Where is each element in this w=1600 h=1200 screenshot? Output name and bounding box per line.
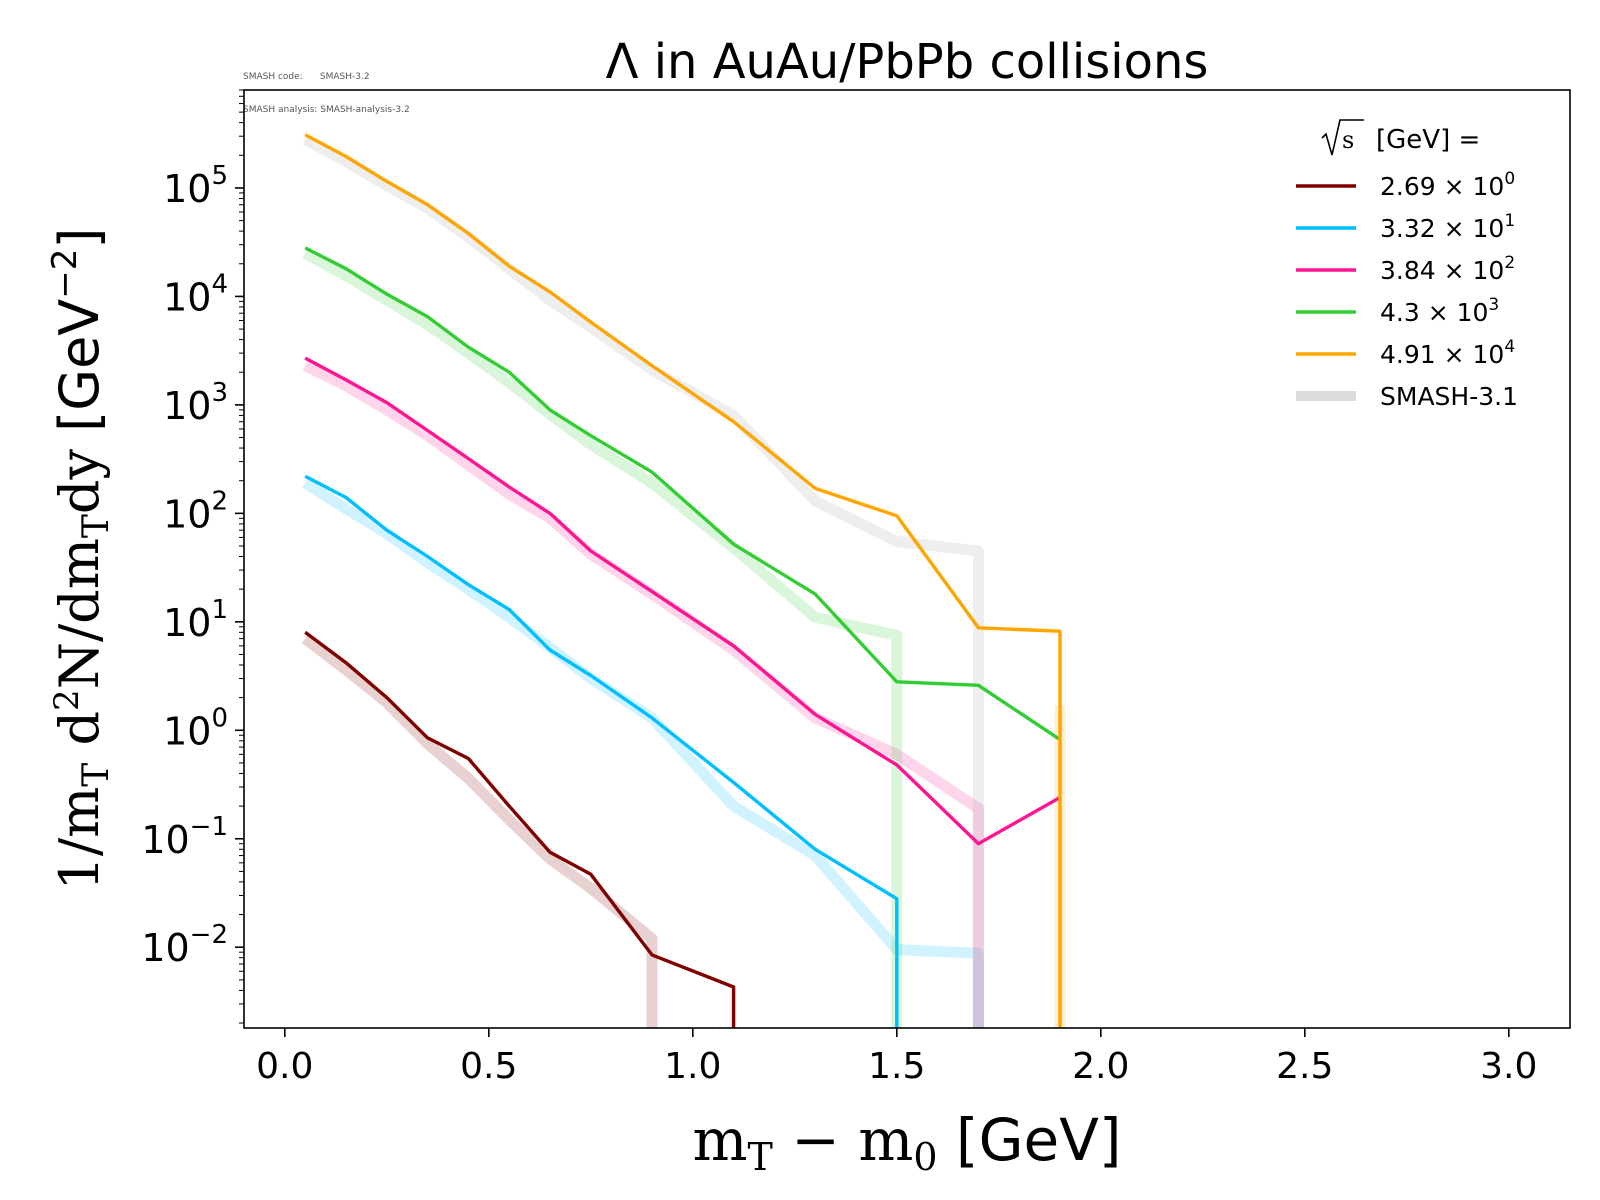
plot-frame (243, 89, 1571, 1029)
reference-line-2 (302, 360, 984, 1028)
series-line-3 (304, 246, 1061, 742)
x-axis-label: mT − m0 [GeV] (692, 1106, 1121, 1179)
smash-analysis-version: SMASH analysis: SMASH-analysis-3.2 (243, 105, 410, 115)
reference-line-0 (301, 634, 658, 1028)
y-axis: 10−2 10−1 100 101 102 103 104 105 (141, 89, 244, 1024)
legend-label-4: 4.91 × 104 (1380, 337, 1515, 369)
legend-label-1: 3.32 × 101 (1380, 211, 1515, 243)
y-tick-label: 105 (163, 161, 228, 211)
x-axis: 0.0 0.5 1.0 1.5 2.0 2.5 3.0 (256, 1028, 1537, 1087)
x-tick-label: 3.0 (1480, 1046, 1537, 1087)
x-tick-label: 0.0 (256, 1046, 313, 1087)
x-tick-label: 1.5 (868, 1046, 925, 1087)
legend-sqrt-s: s (1342, 126, 1354, 154)
reference-series-layer (301, 134, 1066, 1028)
y-tick-label: 104 (163, 269, 228, 319)
y-tick-label: 101 (163, 595, 228, 645)
x-tick-label: 0.5 (460, 1046, 517, 1087)
smash-version-info: SMASH code: SMASH-3.2 SMASH analysis: SM… (243, 50, 410, 127)
x-tick-label: 1.0 (664, 1046, 721, 1087)
reference-line-3 (302, 248, 903, 1028)
smash-code-version: SMASH code: SMASH-3.2 (243, 72, 370, 82)
legend: s [GeV] = 2.69 × 100 3.32 × 101 3.84 × 102 4.… (1296, 119, 1518, 411)
y-tick-label: 102 (163, 486, 228, 536)
reference-line-4 (302, 134, 984, 1028)
legend-title: [GeV] = (1376, 125, 1480, 155)
y-tick-label: 100 (163, 703, 228, 753)
legend-label-2: 3.84 × 102 (1380, 253, 1515, 285)
legend-label-3: 4.3 × 103 (1380, 295, 1499, 327)
series-layer (304, 133, 1062, 1028)
legend-label-0: 2.69 × 100 (1380, 169, 1515, 201)
series-line-2 (304, 356, 1061, 846)
legend-label-5: SMASH-3.1 (1380, 382, 1518, 411)
series-line-4 (304, 133, 1062, 1028)
y-tick-label: 10−1 (141, 812, 228, 862)
chart-title: Λ in AuAu/PbPb collisions (606, 34, 1209, 90)
x-tick-label: 2.5 (1276, 1046, 1333, 1087)
y-tick-label: 10−2 (141, 920, 228, 970)
reference-line-1 (302, 478, 984, 1028)
y-tick-label: 103 (163, 378, 228, 428)
series-line-1 (304, 474, 899, 1028)
y-axis-label: 1/mT d2N/dmTdy [GeV−2] (45, 228, 117, 891)
sqrt-symbol-icon (1321, 119, 1364, 156)
x-tick-label: 2.0 (1072, 1046, 1129, 1087)
series-line-0 (304, 630, 736, 1028)
